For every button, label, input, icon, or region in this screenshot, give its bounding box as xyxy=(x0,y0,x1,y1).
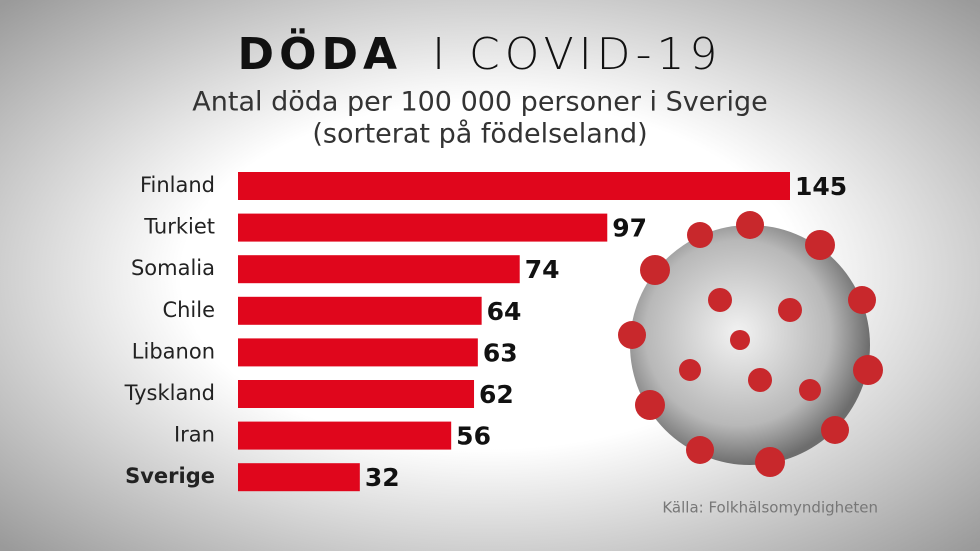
title-light: I COVID-19 xyxy=(432,29,722,80)
value-label: 74 xyxy=(525,255,560,284)
subtitle: (sorterat på födelseland) xyxy=(312,119,647,150)
bar xyxy=(238,380,475,408)
value-label: 145 xyxy=(795,172,847,201)
value-label: 97 xyxy=(612,214,647,243)
virus-illustration xyxy=(618,211,883,477)
value-label: 56 xyxy=(456,422,491,451)
bar xyxy=(238,172,790,200)
chart-title: DÖDA I COVID-19 xyxy=(238,27,723,80)
source: Källa: Folkhälsomyndigheten xyxy=(662,499,878,517)
value-label: 63 xyxy=(483,338,518,367)
bar xyxy=(238,463,360,492)
category-label: Tyskland xyxy=(124,381,215,405)
bar xyxy=(238,338,478,367)
category-label: Finland xyxy=(140,173,215,197)
category-label: Chile xyxy=(162,298,215,322)
value-label: 32 xyxy=(365,463,400,492)
bar xyxy=(238,213,608,242)
category-label: Libanon xyxy=(132,339,215,363)
value-label: 62 xyxy=(479,380,514,409)
title-bold: DÖDA xyxy=(238,27,403,80)
subtitle: Antal döda per 100 000 personer i Sverig… xyxy=(192,87,767,118)
category-label: Sverige xyxy=(125,464,215,488)
category-label: Turkiet xyxy=(143,215,215,239)
bar xyxy=(238,296,482,325)
bar xyxy=(238,421,452,450)
category-label: Somalia xyxy=(131,256,215,280)
value-label: 64 xyxy=(487,297,522,326)
category-label: Iran xyxy=(174,423,215,447)
bar xyxy=(238,255,520,284)
